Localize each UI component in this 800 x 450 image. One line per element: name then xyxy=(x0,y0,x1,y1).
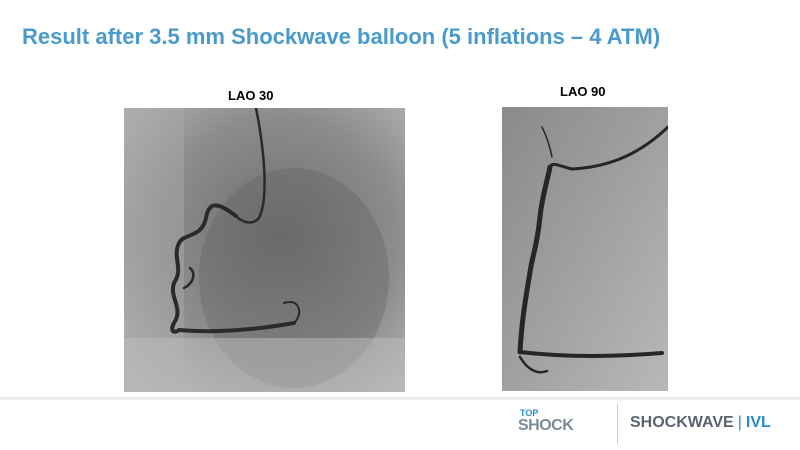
angiogram-image xyxy=(502,107,668,391)
footer-rule xyxy=(0,397,800,401)
event-logo-top: TOP xyxy=(520,408,539,418)
panel-label: LAO 90 xyxy=(560,84,606,99)
brand-name: SHOCKWAVE xyxy=(630,414,734,431)
angiogram-image xyxy=(124,108,405,392)
slide-title: Result after 3.5 mm Shockwave balloon (5… xyxy=(22,24,661,49)
panel-label: LAO 30 xyxy=(228,88,274,103)
brand-product: IVL xyxy=(745,414,771,431)
event-logo: SHOCK xyxy=(518,417,574,434)
brand-logo: SHOCKWAVE | IVL xyxy=(630,414,771,432)
brand-separator: | xyxy=(737,414,742,431)
footer-divider xyxy=(617,404,618,444)
